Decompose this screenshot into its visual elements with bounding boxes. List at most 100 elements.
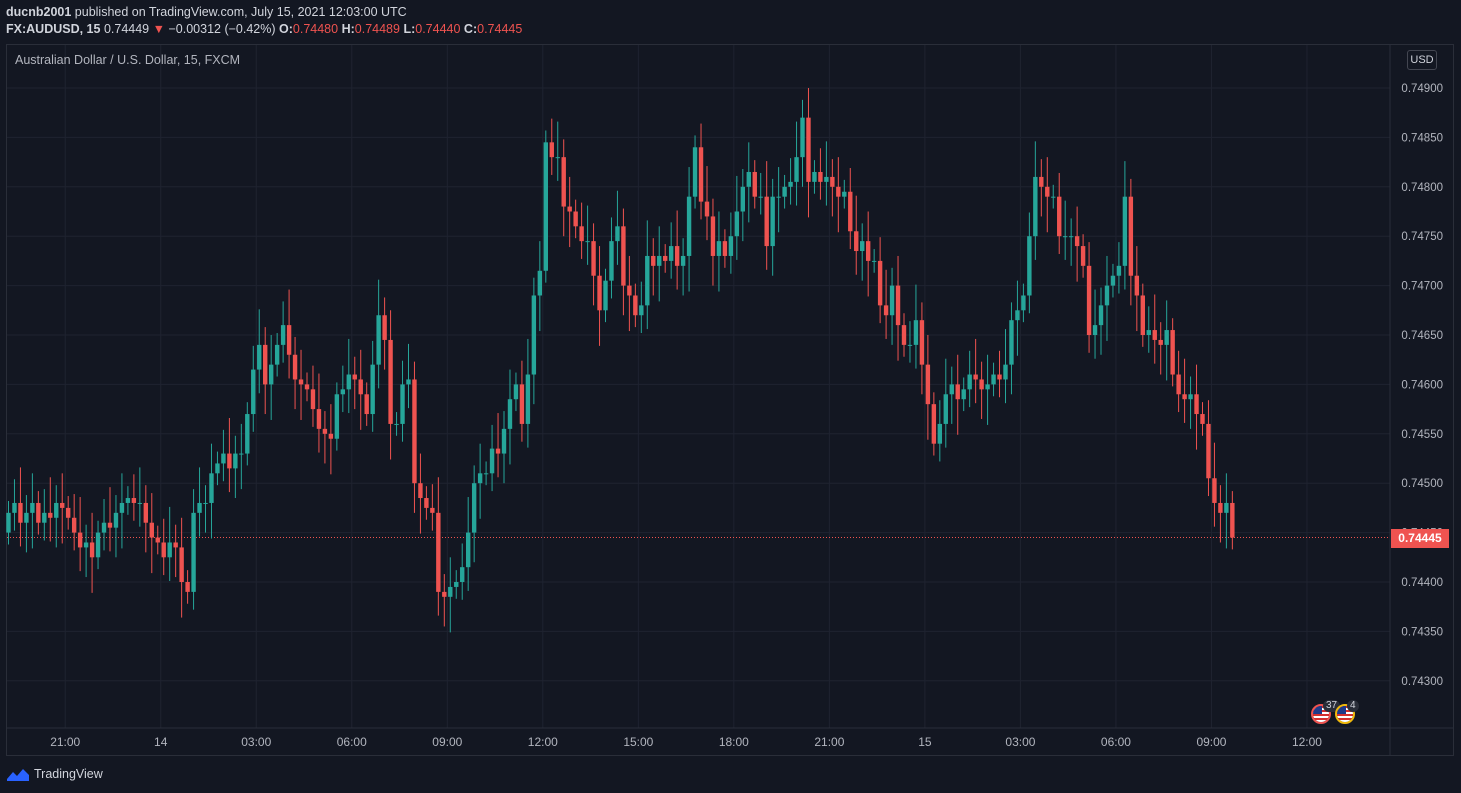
candle-body bbox=[334, 394, 340, 439]
candle-body bbox=[1128, 196, 1134, 276]
candle-body bbox=[149, 522, 154, 538]
candle-body bbox=[1092, 325, 1098, 335]
x-tick-label: 12:00 bbox=[1292, 735, 1322, 749]
candle-body bbox=[997, 374, 1002, 380]
candle-body bbox=[513, 384, 519, 400]
candle-body bbox=[961, 389, 966, 400]
candle-body bbox=[167, 542, 172, 558]
candle-body bbox=[286, 325, 292, 355]
candle-body bbox=[883, 305, 889, 316]
published-text: published on TradingView.com, July 15, 2… bbox=[71, 5, 407, 19]
candle-body bbox=[537, 270, 543, 296]
candle-body bbox=[1212, 478, 1217, 503]
candle-body bbox=[1224, 502, 1229, 513]
candle-body bbox=[782, 186, 787, 197]
tradingview-logo-icon bbox=[7, 769, 29, 781]
candle-body bbox=[806, 117, 811, 182]
candle-body bbox=[274, 344, 280, 365]
candle-body bbox=[1033, 176, 1038, 237]
x-tick-label: 03:00 bbox=[241, 735, 271, 749]
candle-body bbox=[1021, 295, 1026, 311]
candle-body bbox=[489, 448, 495, 474]
candle-body bbox=[1164, 330, 1169, 345]
chart-frame bbox=[6, 44, 1454, 756]
candle-body bbox=[24, 512, 29, 523]
candle-body bbox=[292, 354, 298, 380]
candle-body bbox=[119, 502, 125, 513]
candle-body bbox=[919, 320, 925, 365]
symbol-label[interactable]: FX:AUDUSD, 15 bbox=[6, 22, 101, 36]
candle-body bbox=[54, 502, 59, 518]
candle-body bbox=[668, 246, 674, 261]
chart-legend: Australian Dollar / U.S. Dollar, 15, FXC… bbox=[15, 53, 241, 67]
y-tick-label: 0.74700 bbox=[1401, 281, 1443, 293]
candle-body bbox=[95, 532, 101, 558]
candle-body bbox=[131, 498, 137, 503]
y-tick-label: 0.74900 bbox=[1401, 83, 1443, 95]
high-label: H: bbox=[341, 22, 355, 36]
candle-body bbox=[579, 226, 584, 242]
y-tick-label: 0.74300 bbox=[1401, 676, 1443, 688]
candle-body bbox=[895, 285, 901, 326]
candle-body bbox=[943, 394, 948, 424]
candle-body bbox=[1200, 414, 1205, 424]
candle-body bbox=[1074, 236, 1080, 247]
candle-body bbox=[209, 473, 214, 503]
candle-body bbox=[352, 374, 357, 380]
candle-body bbox=[877, 260, 883, 306]
candle-body bbox=[657, 255, 662, 266]
ohlc-line: FX:AUDUSD, 15 0.74449 ▼ −0.00312 (−0.42%… bbox=[6, 22, 522, 36]
candle-body bbox=[394, 423, 399, 425]
candle-body bbox=[483, 473, 489, 475]
candle-body bbox=[591, 241, 596, 276]
candle-body bbox=[1110, 275, 1116, 286]
candle-body bbox=[436, 512, 441, 592]
candle-body bbox=[1182, 394, 1187, 400]
candle-body bbox=[639, 305, 644, 316]
candle-body bbox=[812, 171, 817, 182]
candle-body bbox=[710, 216, 716, 256]
author-name[interactable]: ducnb2001 bbox=[6, 5, 72, 19]
tradingview-logo[interactable]: TradingView bbox=[6, 766, 103, 782]
candle-body bbox=[955, 384, 960, 400]
last-price: 0.74449 bbox=[103, 22, 150, 36]
candle-body bbox=[871, 260, 877, 262]
candle-body bbox=[221, 453, 226, 464]
candle-body bbox=[860, 241, 865, 252]
candle-body bbox=[770, 196, 775, 247]
y-tick-label: 0.74400 bbox=[1401, 577, 1443, 589]
x-tick-label: 14 bbox=[154, 735, 168, 749]
candle-body bbox=[949, 384, 954, 395]
candle-body bbox=[531, 295, 537, 375]
candle-body bbox=[388, 339, 393, 424]
x-tick-label: 21:00 bbox=[50, 735, 80, 749]
candle-body bbox=[991, 374, 996, 385]
candle-body bbox=[179, 547, 184, 582]
candle-body bbox=[651, 255, 656, 266]
candle-body bbox=[382, 315, 387, 340]
close-value: 0.74445 bbox=[477, 22, 523, 36]
candle-body bbox=[83, 542, 89, 548]
candle-body bbox=[985, 384, 990, 390]
candle-body bbox=[400, 384, 405, 424]
x-tick-label: 06:00 bbox=[337, 735, 367, 749]
candle-body bbox=[752, 171, 757, 197]
low-value: 0.74440 bbox=[415, 22, 461, 36]
candle-body bbox=[1068, 236, 1074, 238]
currency-selector[interactable]: USD bbox=[1407, 50, 1437, 70]
candle-body bbox=[1051, 196, 1056, 198]
y-tick-label: 0.74600 bbox=[1401, 379, 1443, 391]
candle-body bbox=[48, 512, 53, 518]
candle-body bbox=[764, 196, 769, 247]
candle-body bbox=[907, 344, 913, 346]
candle-body bbox=[633, 295, 638, 316]
candle-body bbox=[460, 567, 465, 582]
candle-body bbox=[257, 344, 262, 370]
candle-body bbox=[728, 236, 734, 256]
candle-body bbox=[245, 414, 250, 454]
candle-body bbox=[716, 241, 722, 256]
candle-body bbox=[1188, 394, 1193, 400]
candle-body bbox=[1057, 196, 1062, 237]
x-tick-label: 03:00 bbox=[1005, 735, 1035, 749]
